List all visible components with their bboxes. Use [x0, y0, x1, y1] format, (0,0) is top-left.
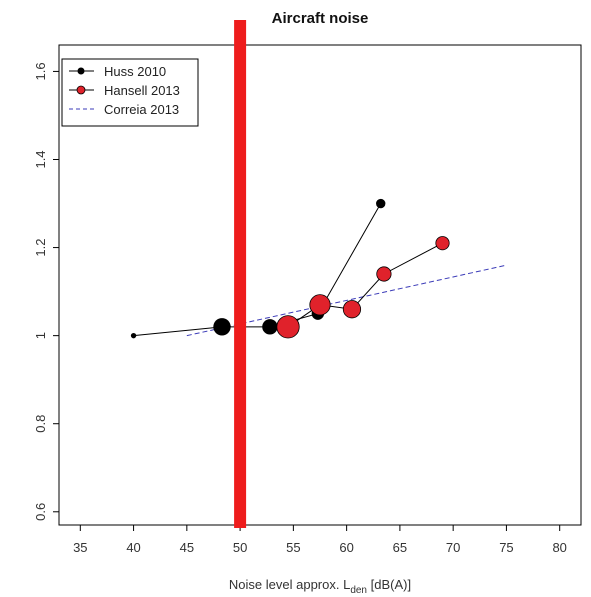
x-axis: 35 40 45 50 55 60 65 70 75 80 — [73, 525, 567, 555]
y-tick-label: 1.2 — [33, 239, 48, 257]
y-tick-label: 1.4 — [33, 150, 48, 168]
threshold-line-50db — [234, 20, 247, 528]
data-point-huss — [130, 332, 137, 339]
legend-marker-hansell — [76, 85, 86, 95]
x-tick-label: 45 — [180, 540, 194, 555]
x-tick-label: 80 — [552, 540, 566, 555]
data-point-hansell — [276, 315, 300, 339]
legend-label-hansell: Hansell 2013 — [104, 83, 180, 98]
y-tick-label: 1.6 — [33, 62, 48, 80]
series-layer — [130, 198, 507, 339]
y-tick-label: 0.6 — [33, 503, 48, 521]
x-axis-label: Noise level approx. Lden [dB(A)] — [229, 577, 411, 596]
x-tick-label: 50 — [233, 540, 247, 555]
y-tick-label: 1 — [33, 332, 48, 339]
series-line-correia — [186, 264, 507, 337]
legend-label-correia: Correia 2013 — [104, 102, 179, 117]
plot-frame — [58, 44, 582, 526]
series-line-hansell — [287, 242, 443, 328]
data-point-huss — [376, 198, 386, 209]
legend-label-huss: Huss 2010 — [104, 64, 166, 79]
chart-title: Aircraft noise — [272, 10, 369, 27]
legend-marker-huss — [77, 67, 85, 75]
x-tick-label: 75 — [499, 540, 513, 555]
x-tick-label: 70 — [446, 540, 460, 555]
data-point-huss — [262, 319, 278, 335]
x-tick-label: 65 — [393, 540, 407, 555]
y-axis: 0.6 0.8 1 1.2 1.4 1.6 — [33, 62, 59, 521]
y-tick-label: 0.8 — [33, 415, 48, 433]
legend: Huss 2010 Hansell 2013 Correia 2013 — [61, 58, 199, 127]
data-point-hansell — [342, 300, 362, 319]
data-point-hansell — [309, 294, 331, 316]
data-point-huss — [213, 318, 231, 336]
x-tick-label: 40 — [126, 540, 140, 555]
data-point-hansell — [376, 266, 392, 282]
series-line-huss — [133, 203, 382, 337]
x-tick-label: 60 — [339, 540, 353, 555]
data-point-hansell — [435, 236, 450, 251]
x-tick-label: 55 — [286, 540, 300, 555]
x-tick-label: 35 — [73, 540, 87, 555]
legend-box — [61, 58, 199, 127]
